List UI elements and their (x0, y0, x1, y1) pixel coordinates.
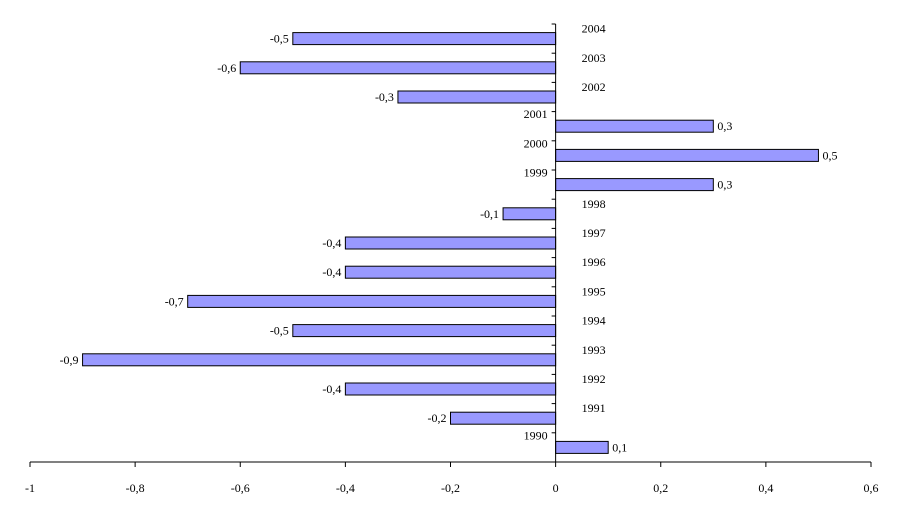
x-tick-label: -0,8 (126, 481, 145, 495)
data-label-2001: 0,3 (717, 119, 732, 133)
bar-2004 (292, 32, 557, 46)
data-label-1996: -0,4 (322, 265, 341, 279)
x-ticks-group: -1 -0,8 -0,6 -0,4 -0,2 0 0,2 0,4 0,6 (25, 23, 879, 495)
bar-2003 (239, 61, 557, 75)
x-tick-label: 0 (553, 481, 559, 495)
bar-1993 (82, 353, 557, 367)
category-label-1995: 1995 (582, 284, 606, 298)
category-label-1998: 1998 (582, 197, 606, 211)
category-label-1996: 1996 (582, 255, 606, 269)
data-label-1995: -0,7 (165, 294, 184, 308)
data-label-1998: -0,1 (480, 207, 499, 221)
bar-2002 (397, 90, 557, 104)
bar-1994 (292, 324, 557, 338)
category-label-2001: 2001 (524, 107, 548, 121)
bar-1998 (502, 207, 557, 221)
x-tick-label: -0,6 (231, 481, 250, 495)
category-labels-group: 1990 1991 1992 1993 1994 1995 1996 1997 1998 1999… (524, 22, 606, 443)
x-tick-label: -1 (25, 481, 35, 495)
category-label-1992: 1992 (582, 372, 606, 386)
data-label-1997: -0,4 (322, 236, 341, 250)
data-label-2004: -0,5 (270, 32, 289, 46)
data-label-1994: -0,5 (270, 324, 289, 338)
category-label-1997: 1997 (582, 226, 606, 240)
x-tick-label: 0,4 (758, 481, 773, 495)
bar-1995 (187, 294, 557, 308)
data-label-1992: -0,4 (322, 382, 341, 396)
bar-1999 (555, 178, 714, 192)
bars-group (82, 32, 819, 454)
category-label-2000: 2000 (524, 136, 548, 150)
bar-1990 (555, 440, 609, 454)
category-label-1990: 1990 (524, 428, 548, 442)
category-label-1999: 1999 (524, 166, 548, 180)
x-tick-label: -0,2 (441, 481, 460, 495)
data-label-2002: -0,3 (375, 90, 394, 104)
x-tick-label: 0,6 (864, 481, 879, 495)
data-label-1999: 0,3 (717, 178, 732, 192)
data-label-2000: 0,5 (822, 148, 837, 162)
bar-1992 (344, 382, 557, 396)
x-tick-label: -0,4 (336, 481, 355, 495)
bar-2001 (555, 119, 714, 133)
data-label-1990: 0,1 (612, 440, 627, 454)
bar-1991 (450, 411, 557, 425)
category-label-2004: 2004 (582, 22, 606, 36)
category-label-1993: 1993 (582, 343, 606, 357)
data-label-1993: -0,9 (60, 353, 79, 367)
value-labels-group: 0,1 -0,2 -0,4 -0,9 -0,5 -0,7 -0,4 -0,4 -0,1 0,3 0,… (60, 32, 838, 455)
x-tick-label: 0,2 (653, 481, 668, 495)
bar-1997 (344, 236, 557, 250)
bar-2000 (555, 148, 819, 162)
category-label-2002: 2002 (582, 80, 606, 94)
category-label-2003: 2003 (582, 51, 606, 65)
bar-1996 (344, 265, 557, 279)
category-label-1994: 1994 (582, 314, 606, 328)
data-label-1991: -0,2 (428, 411, 447, 425)
category-label-1991: 1991 (582, 401, 606, 415)
data-label-2003: -0,6 (217, 61, 236, 75)
